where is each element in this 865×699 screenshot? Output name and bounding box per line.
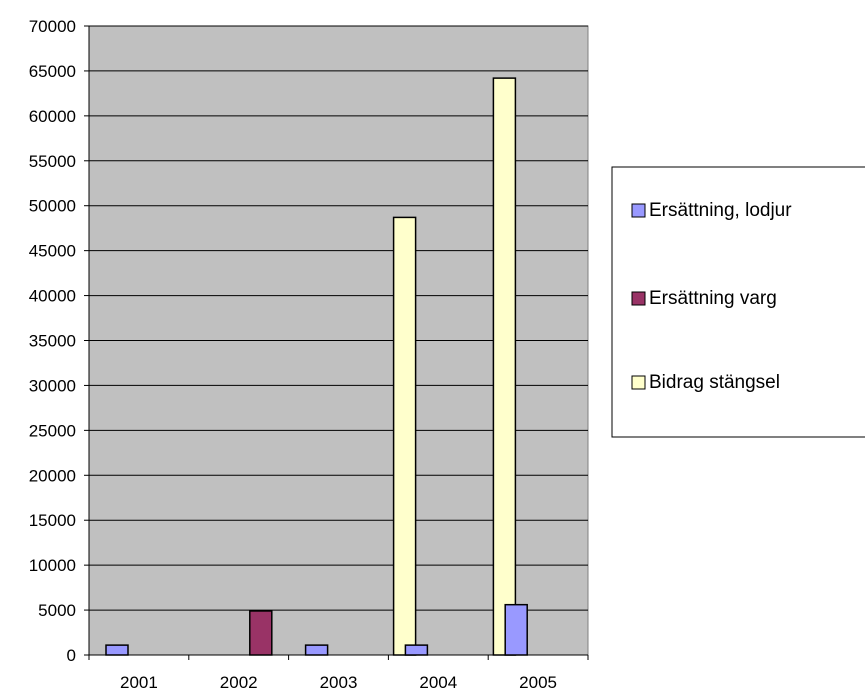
- legend-box: [611, 166, 865, 438]
- y-tick-label: 65000: [29, 62, 76, 81]
- y-tick-label: 50000: [29, 197, 76, 216]
- x-tick-label: 2004: [419, 673, 457, 692]
- bar-2005-0: [504, 603, 528, 656]
- y-tick-label: 20000: [29, 466, 76, 485]
- y-tick-label: 60000: [29, 107, 76, 126]
- y-tick-label: 70000: [29, 17, 76, 36]
- y-tick-label: 40000: [29, 287, 76, 306]
- y-tick-label: 0: [67, 646, 76, 665]
- x-tick-label: 2002: [220, 673, 258, 692]
- bar-2003-2: [392, 216, 417, 656]
- x-tick-label: 2003: [320, 673, 358, 692]
- legend-swatch: [631, 375, 646, 390]
- y-tick-label: 30000: [29, 376, 76, 395]
- bar-2003-0: [304, 644, 329, 656]
- y-tick-label: 55000: [29, 152, 76, 171]
- legend-label: Bidrag stängsel: [649, 372, 780, 393]
- bar-2001-0: [105, 644, 129, 656]
- legend-label: Ersättning varg: [649, 288, 777, 309]
- legend-swatch: [631, 203, 646, 218]
- y-tick-label: 45000: [29, 242, 76, 261]
- bar-2004-2: [492, 77, 517, 656]
- axes: 0 5000 10000 15000 20000 25000 30000 35000 40000…: [29, 17, 589, 692]
- y-tick-label: 5000: [38, 601, 76, 620]
- x-tick-label: 2005: [519, 673, 557, 692]
- y-tick-label: 15000: [29, 511, 76, 530]
- legend: Ersättning, lodjur Ersättning varg Bidrag …: [611, 166, 865, 438]
- bar-2002-1: [249, 610, 273, 656]
- legend-label: Ersättning, lodjur: [649, 200, 792, 221]
- y-tick-label: 35000: [29, 332, 76, 351]
- y-tick-label: 25000: [29, 421, 76, 440]
- legend-swatch: [631, 291, 646, 306]
- x-tick-label: 2001: [120, 673, 158, 692]
- bar-2004-0: [404, 644, 429, 656]
- y-tick-label: 10000: [29, 556, 76, 575]
